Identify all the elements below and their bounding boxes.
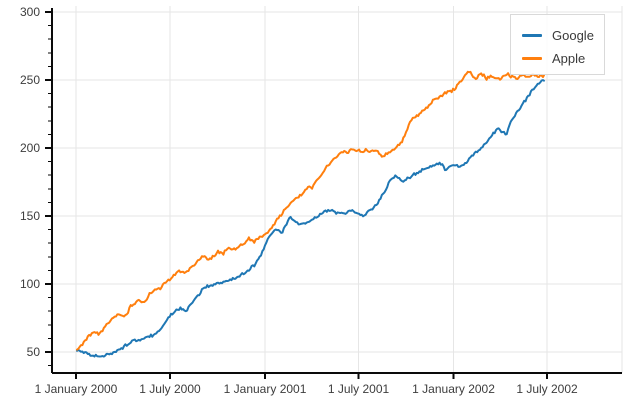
x-tick-label: 1 January 2002 [412,382,495,396]
legend-item-apple[interactable]: Apple [511,47,604,70]
legend-label-google: Google [552,28,594,43]
legend-label-apple: Apple [552,51,586,66]
y-tick-label: 100 [20,277,40,291]
legend: Google Apple [510,14,605,75]
y-tick-label: 150 [20,209,40,223]
x-tick-label: 1 July 2000 [139,382,201,396]
series-line-google [76,79,545,358]
y-tick-label: 200 [20,141,40,155]
tick-labels: 50 100 150 200 250 300 1 January 2000 1 July 20… [20,5,578,396]
x-tick-label: 1 July 2001 [328,382,390,396]
legend-item-google[interactable]: Google [511,24,604,47]
y-tick-label: 250 [20,73,40,87]
x-tick-label: 1 July 2002 [516,382,578,396]
y-tick-label: 50 [27,345,41,359]
series-line-apple [76,70,545,351]
y-tick-label: 300 [20,5,40,19]
axes [45,8,622,379]
legend-swatch-google [522,34,542,37]
x-tick-label: 1 January 2000 [35,382,118,396]
x-tick-label: 1 January 2001 [224,382,307,396]
legend-swatch-apple [522,57,542,60]
